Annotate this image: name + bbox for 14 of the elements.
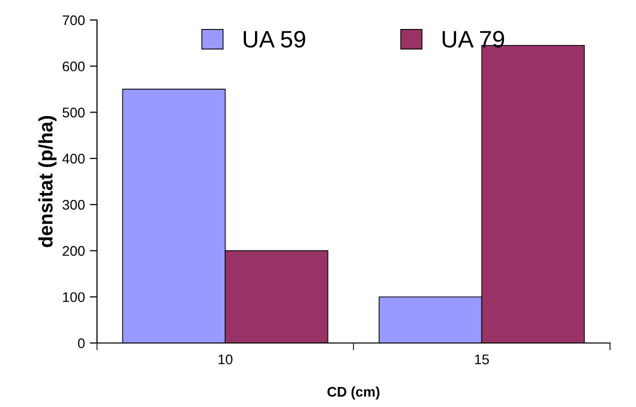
y-axis-title: densitat (p/ha) (38, 116, 56, 248)
y-tick-label: 600 (62, 61, 85, 72)
legend-label: UA 79 (442, 30, 504, 48)
y-tick-label: 200 (62, 246, 85, 256)
y-tick-label: 400 (62, 154, 85, 164)
legend-label: UA 59 (244, 30, 306, 48)
y-tick-label: 300 (62, 200, 85, 210)
y-tick-label: 100 (63, 292, 85, 302)
x-tick-label: 15 (475, 354, 489, 364)
x-tick-label: 10 (218, 354, 232, 364)
y-tick-label: 500 (62, 108, 85, 118)
y-tick-label: 0 (78, 338, 85, 348)
x-axis-title: CD (cm) (327, 386, 380, 400)
y-tick-label: 700 (62, 15, 85, 26)
